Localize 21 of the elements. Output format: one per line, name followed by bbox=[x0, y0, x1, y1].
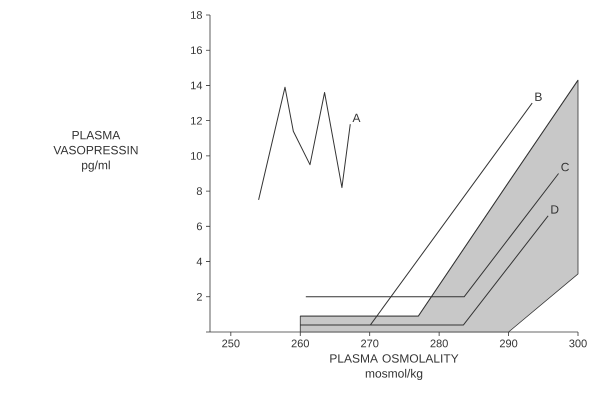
y-tick-label: 10 bbox=[191, 152, 202, 160]
x-tick-label: 270 bbox=[361, 340, 378, 348]
y-axis-title: PLASMA VASOPRESSIN pg/ml bbox=[53, 130, 138, 172]
series-label: B bbox=[535, 92, 542, 101]
x-axis-title: PLASMA OSMOLALITY mosmol/kg bbox=[330, 354, 458, 380]
x-tick-label: 280 bbox=[430, 340, 448, 348]
y-tick-label: 16 bbox=[191, 46, 202, 54]
x-tick-label: 290 bbox=[500, 340, 518, 348]
x-tick-label: 300 bbox=[569, 340, 587, 348]
y-tick-label: 4 bbox=[196, 258, 202, 266]
y-tick-label: 8 bbox=[196, 187, 202, 196]
series-label: C bbox=[561, 162, 569, 172]
y-tick-label: 6 bbox=[196, 222, 202, 230]
y-tick-label: 18 bbox=[191, 11, 202, 19]
x-tick-label: 260 bbox=[292, 340, 309, 348]
y-tick-label: 14 bbox=[191, 82, 202, 90]
y-tick-label: 2 bbox=[196, 292, 202, 301]
series-label: A bbox=[352, 114, 360, 122]
y-tick-label: 12 bbox=[191, 116, 202, 125]
x-tick-label: 250 bbox=[222, 340, 240, 348]
series-label: D bbox=[551, 205, 558, 214]
